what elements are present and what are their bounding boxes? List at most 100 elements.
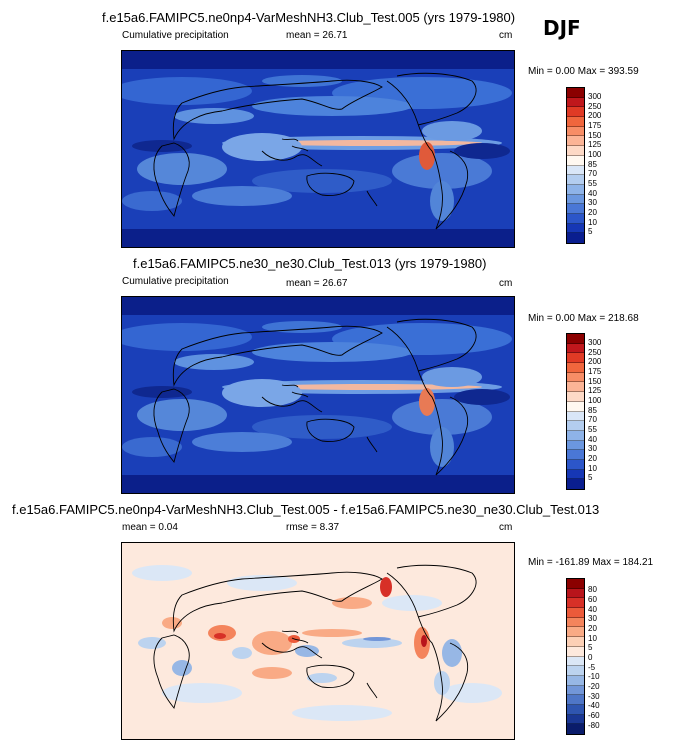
season-label: DJF — [543, 16, 581, 40]
panel-2-legend-swatch — [567, 334, 584, 344]
panel-1-legend-tick: 100 — [588, 150, 602, 159]
panel-1-legend-tick: 30 — [588, 198, 597, 207]
panel-3-legend-tick: 20 — [588, 624, 597, 633]
panel-3-legend-tick: -5 — [588, 663, 596, 672]
panel-2-legend-swatch — [567, 411, 584, 422]
panel-3-legend-swatch — [567, 714, 584, 725]
panel-2-units-label: cm — [499, 278, 513, 289]
panel-3-legend-swatch — [567, 598, 584, 609]
panel-1-minmax-label: Min = 0.00 Max = 393.59 — [528, 66, 639, 77]
panel-1-legend-tick: 55 — [588, 179, 597, 188]
panel-1-legend-swatch — [567, 213, 584, 224]
panel-2-legend-tick: 300 — [588, 338, 602, 347]
panel-3-legend-swatch — [567, 695, 584, 705]
panel-3-legend-swatch — [567, 579, 584, 589]
panel-1-legend-tick: 5 — [588, 227, 593, 236]
panel-2-legend-tick: 30 — [588, 444, 597, 453]
panel-3-legend-swatch — [567, 675, 584, 686]
panel-3-title: f.e15a6.FAMIPC5.ne0np4-VarMeshNH3.Club_T… — [12, 502, 600, 517]
panel-1-legend-swatch — [567, 136, 584, 147]
panel-3-legend-swatch — [567, 685, 584, 696]
panel-2-legend-swatch — [567, 421, 584, 431]
panel-2-legend-tick: 20 — [588, 454, 597, 463]
panel-3-legend-swatch — [567, 704, 584, 715]
panel-3-legend-tick: 40 — [588, 605, 597, 614]
panel-3-legend-swatch — [567, 666, 584, 676]
panel-2-legend-tick: 200 — [588, 357, 602, 366]
panel-2-legend-swatch — [567, 392, 584, 402]
panel-1-legend-tick: 40 — [588, 189, 597, 198]
panel-3-legend-swatch — [567, 637, 584, 647]
panel-1-legend-swatch — [567, 233, 584, 243]
panel-2-legend-tick: 150 — [588, 377, 602, 386]
panel-2-legend-swatch — [567, 450, 584, 460]
panel-3-legend-bar — [566, 578, 585, 735]
panel-2-legend-swatch — [567, 382, 584, 393]
panel-1-legend-swatch — [567, 194, 584, 205]
panel-1-legend-tick: 150 — [588, 131, 602, 140]
panel-2-legend-swatch — [567, 401, 584, 412]
panel-1-map — [121, 50, 515, 248]
panel-1-legend-swatch — [567, 117, 584, 127]
panel-1-legend-swatch — [567, 88, 584, 98]
panel-1-legend-tick: 250 — [588, 102, 602, 111]
panel-1-mean-label: mean = 26.71 — [286, 30, 348, 41]
panel-2-legend-swatch — [567, 372, 584, 383]
panel-2-legend-tick: 85 — [588, 406, 597, 415]
panel-1-legend-swatch — [567, 184, 584, 195]
panel-3-legend-swatch — [567, 608, 584, 618]
panel-3-legend-tick: 30 — [588, 614, 597, 623]
panel-1-legend-tick: 300 — [588, 92, 602, 101]
panel-1-legend-tick: 175 — [588, 121, 602, 130]
panel-3-map — [121, 542, 515, 740]
panel-1-legend-tick: 70 — [588, 169, 597, 178]
panel-3-legend-tick: -40 — [588, 701, 600, 710]
panel-2-legend-swatch — [567, 479, 584, 489]
panel-1-legend-tick: 85 — [588, 160, 597, 169]
panel-3-legend-swatch — [567, 588, 584, 599]
panel-1-legend-swatch — [567, 223, 584, 234]
panel-2-legend-swatch — [567, 353, 584, 364]
panel-1-title: f.e15a6.FAMIPC5.ne0np4-VarMeshNH3.Club_T… — [102, 10, 516, 25]
panel-2-map-field — [122, 297, 514, 493]
panel-3-legend-swatch — [567, 617, 584, 628]
panel-2-legend-tick: 250 — [588, 348, 602, 357]
panel-2-legend-swatch — [567, 469, 584, 480]
panel-3-legend-tick: -30 — [588, 692, 600, 701]
panel-1-legend-swatch — [567, 175, 584, 185]
panel-1-legend-swatch — [567, 97, 584, 108]
panel-2-legend-swatch — [567, 430, 584, 441]
panel-2-legend-bar — [566, 333, 585, 490]
panel-3-legend-swatch — [567, 656, 584, 667]
panel-3-legend-swatch — [567, 646, 584, 657]
panel-2-legend-tick: 70 — [588, 415, 597, 424]
panel-1-variable-label: Cumulative precipitation — [122, 30, 229, 41]
panel-3-legend-swatch — [567, 627, 584, 638]
panel-1-units-label: cm — [499, 30, 513, 41]
panel-3-rmse-label: rmse = 8.37 — [286, 522, 340, 533]
panel-1-legend-tick: 200 — [588, 111, 602, 120]
panel-3-legend-tick: 10 — [588, 634, 597, 643]
panel-2-title: f.e15a6.FAMIPC5.ne30_ne30.Club_Test.013 … — [133, 256, 487, 271]
panel-1-legend-tick: 125 — [588, 140, 602, 149]
panel-3-legend-tick: 5 — [588, 643, 593, 652]
panel-3-legend-tick: -10 — [588, 672, 600, 681]
panel-3-mean-label: mean = 0.04 — [122, 522, 178, 533]
panel-2-legend-tick: 5 — [588, 473, 593, 482]
panel-2-legend-tick: 100 — [588, 396, 602, 405]
panel-1-legend-swatch — [567, 155, 584, 166]
panel-2-legend-tick: 55 — [588, 425, 597, 434]
panel-3-minmax-label: Min = -161.89 Max = 184.21 — [528, 557, 654, 568]
panel-2-mean-label: mean = 26.67 — [286, 278, 348, 289]
panel-1-legend-swatch — [567, 204, 584, 214]
panel-2-variable-label: Cumulative precipitation — [122, 276, 229, 287]
panel-3-legend-tick: 60 — [588, 595, 597, 604]
panel-1-legend-swatch — [567, 146, 584, 156]
panel-2-legend-tick: 125 — [588, 386, 602, 395]
panel-2-legend-swatch — [567, 440, 584, 451]
panel-2-map — [121, 296, 515, 494]
panel-3-units-label: cm — [499, 522, 513, 533]
panel-3-legend-tick: -20 — [588, 682, 600, 691]
panel-2-legend-swatch — [567, 459, 584, 470]
panel-2-legend-swatch — [567, 343, 584, 354]
